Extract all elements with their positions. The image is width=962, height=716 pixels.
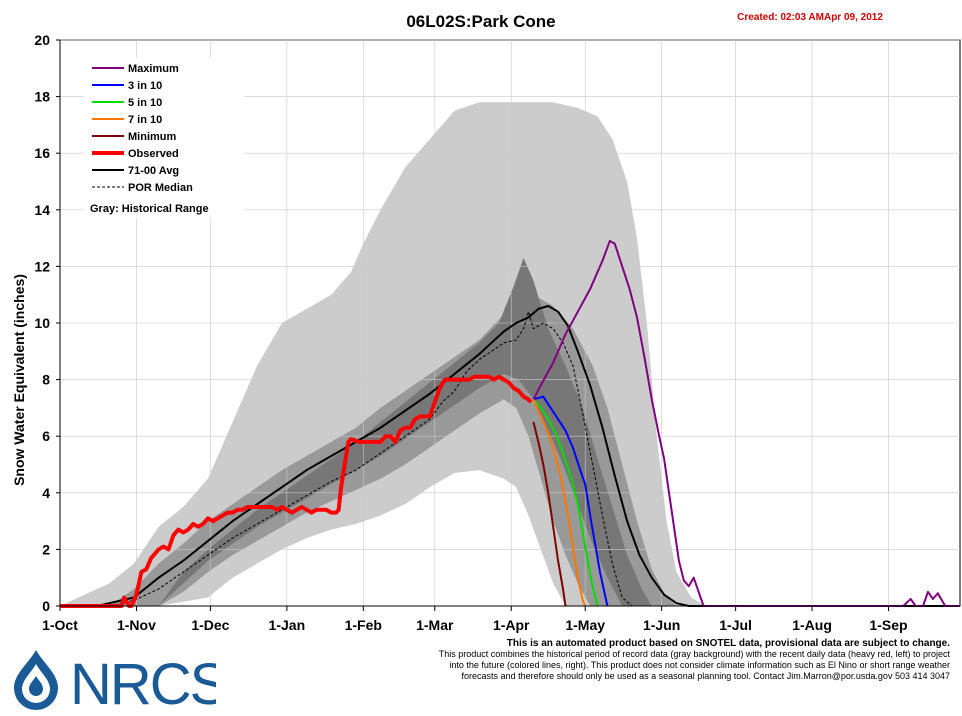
historical-range-inner [158,257,652,606]
created-timestamp: Created: 02:03 AMApr 09, 2012 [737,12,883,23]
legend-label: POR Median [128,182,193,194]
disclaimer-bold: This is an automated product based on SN… [506,638,950,649]
x-tick-label: 1-Jul [719,617,752,633]
legend-label: 71-00 Avg [128,165,179,177]
y-tick-label: 14 [34,202,50,218]
legend-label: 3 in 10 [128,80,162,92]
disclaimer: This is an automated product based on SN… [310,638,950,682]
plot-area: 0 2 4 6 8 10 12 14 16 18 20 1-Oct 1-Nov 1-Dec 1-Jan 1-F… [34,32,961,633]
x-tick-label: 1-Dec [191,617,229,633]
y-tick-label: 20 [34,32,50,48]
legend-label: 5 in 10 [128,97,162,109]
x-tick-label: 1-Jun [643,617,680,633]
x-tick-label: 1-Oct [42,617,78,633]
x-tick-label: 1-Aug [792,617,832,633]
series-line-observed [60,374,533,608]
y-tick-label: 18 [34,89,50,105]
water-drop-icon [14,650,58,710]
y-tick-label: 6 [42,428,50,444]
chart-title: 06L02S:Park Cone [406,12,555,31]
y-tick-label: 0 [42,598,50,614]
x-tick-label: 1-Apr [493,617,530,633]
x-tick-label: 1-Feb [345,617,382,633]
x-tick-label: 1-Mar [416,617,454,633]
legend-label: 7 in 10 [128,114,162,126]
x-tick-label: 1-Nov [117,617,156,633]
nrcs-logo: NRCS [14,650,216,712]
series-line-71-00-avg [60,305,960,607]
logo-text: NRCS [70,652,216,712]
x-tick-label: 1-May [565,617,605,633]
y-axis-label: Snow Water Equivalent (inches) [11,274,27,486]
y-tick-label: 12 [34,258,50,274]
legend-label: Observed [128,148,179,160]
y-tick-label: 10 [34,315,50,331]
y-tick-label: 4 [42,485,50,501]
legend-label: Maximum [128,63,179,75]
legend-label: Minimum [128,131,176,143]
disclaimer-line-1: This product combines the historical per… [438,649,950,659]
disclaimer-line-2: into the future (colored lines, right). … [449,660,950,670]
series-line-3-in-10 [533,395,609,607]
legend-note: Gray: Historical Range [90,203,209,215]
series-line-7-in-10 [532,399,587,607]
disclaimer-line-3: forecasts and therefore should only be u… [461,671,950,681]
series-line-5-in-10 [532,398,599,607]
legend: Maximum 3 in 10 5 in 10 7 in 10 Minimum Obser… [84,58,244,218]
series-line-minimum [532,421,567,607]
y-tick-label: 2 [42,541,50,557]
series-line-por-median [60,311,960,607]
x-tick-label: 1-Jan [269,617,306,633]
x-tick-label: 1-Sep [869,617,907,633]
y-tick-label: 16 [34,145,50,161]
y-tick-label: 8 [42,372,50,388]
